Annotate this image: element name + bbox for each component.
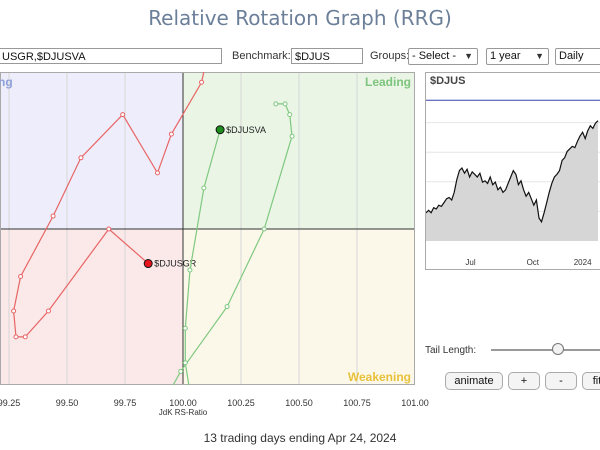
series-tail-point: [182, 325, 188, 331]
x-axis-tick-label: 100.00: [169, 398, 197, 408]
x-axis-tick-label: 99.50: [55, 398, 79, 408]
quadrant-label-lagging: ng: [0, 75, 13, 89]
x-axis-tick-label: 100.75: [343, 398, 371, 408]
series-tail-point: [261, 226, 267, 232]
frequency-select-value: Daily: [559, 50, 584, 62]
period-select-value: 1 year: [490, 50, 521, 62]
tail-length-slider-thumb[interactable]: [552, 343, 565, 355]
series-tail-point: [178, 368, 184, 374]
x-axis-title: JdK RS-Ratio: [158, 408, 208, 417]
series-tail-point: [22, 334, 28, 340]
series-tail-line: [172, 103, 293, 385]
quadrant-lagging: [0, 72, 183, 229]
chevron-down-icon: ▼: [535, 51, 544, 61]
series-label: $DJUSVA: [226, 125, 266, 135]
series-head-point[interactable]: [143, 259, 153, 269]
series-tail-point: [224, 304, 230, 310]
zoom-out-button[interactable]: -: [545, 372, 577, 390]
tail-length-label: Tail Length:: [425, 345, 477, 356]
series-tail-point: [13, 334, 19, 340]
quadrant-label-weakening: Weakening: [348, 370, 411, 384]
series-tail-point: [78, 155, 84, 161]
series-tail-point: [187, 267, 193, 273]
benchmark-input[interactable]: $DJUS: [291, 48, 363, 64]
benchmark-x-tick-label: 2024: [573, 258, 592, 267]
x-axis-tick-label: 101.00: [401, 398, 429, 408]
series-tail-point: [289, 133, 295, 139]
series-tail-point: [45, 308, 51, 314]
series-tail-point: [154, 170, 160, 176]
series-tail-point: [50, 213, 56, 219]
series-tail-point: [182, 360, 188, 366]
frequency-select[interactable]: Daily: [555, 48, 600, 65]
page-title: Relative Rotation Graph (RRG): [148, 6, 452, 30]
benchmark-label: Benchmark:: [232, 50, 291, 62]
series-tail-point: [199, 79, 205, 85]
chevron-down-icon: ▼: [464, 51, 473, 61]
series-tail-point: [282, 101, 288, 107]
animate-button[interactable]: animate: [445, 372, 503, 390]
benchmark-x-tick-label: Jul: [465, 258, 476, 267]
zoom-in-button[interactable]: +: [508, 372, 540, 390]
benchmark-chart: [426, 99, 600, 241]
symbols-input[interactable]: USGR,$DJUSVA: [0, 48, 222, 64]
quadrant-label-leading: Leading: [365, 75, 411, 89]
benchmark-title: $DJUS: [430, 75, 466, 87]
series-tail-line: [12, 72, 205, 338]
series-tail-point: [201, 185, 207, 191]
series-tail-point: [11, 308, 17, 314]
benchmark-area: [426, 120, 598, 241]
series-tail-point: [273, 101, 279, 107]
x-axis-tick-label: 99.75: [113, 398, 137, 408]
rrg-series-layer: $DJUSGR $DJUSVA: [11, 72, 295, 385]
rrg-chart[interactable]: ng Leading Weakening $DJUSGR $DJUSVA: [0, 72, 415, 385]
benchmark-x-tick-label: Oct: [526, 258, 540, 267]
x-axis-tick-label: 99.25: [0, 398, 21, 408]
series-tail-point: [120, 112, 126, 118]
x-axis-tick-label: 100.50: [285, 398, 313, 408]
fit-button[interactable]: fit: [582, 372, 600, 390]
tail-length-slider[interactable]: [491, 349, 600, 351]
x-axis-tick-label: 100.25: [227, 398, 255, 408]
quadrant-improving: [0, 229, 183, 385]
series-label: $DJUSGR: [154, 259, 197, 269]
series-tail-point: [168, 131, 174, 137]
series-tail-point: [18, 273, 24, 279]
groups-select[interactable]: - Select - ▼: [408, 48, 478, 65]
series-tail-point: [287, 112, 293, 118]
benchmark-line: [426, 120, 599, 224]
period-select[interactable]: 1 year ▼: [486, 48, 549, 65]
footer-caption: 13 trading days ending Apr 24, 2024: [203, 431, 397, 445]
series-head-point[interactable]: [215, 125, 225, 135]
chart-border: [0, 72, 415, 385]
groups-select-value: - Select -: [412, 50, 457, 62]
groups-label: Groups:: [370, 50, 410, 62]
series-tail-point: [106, 226, 112, 232]
